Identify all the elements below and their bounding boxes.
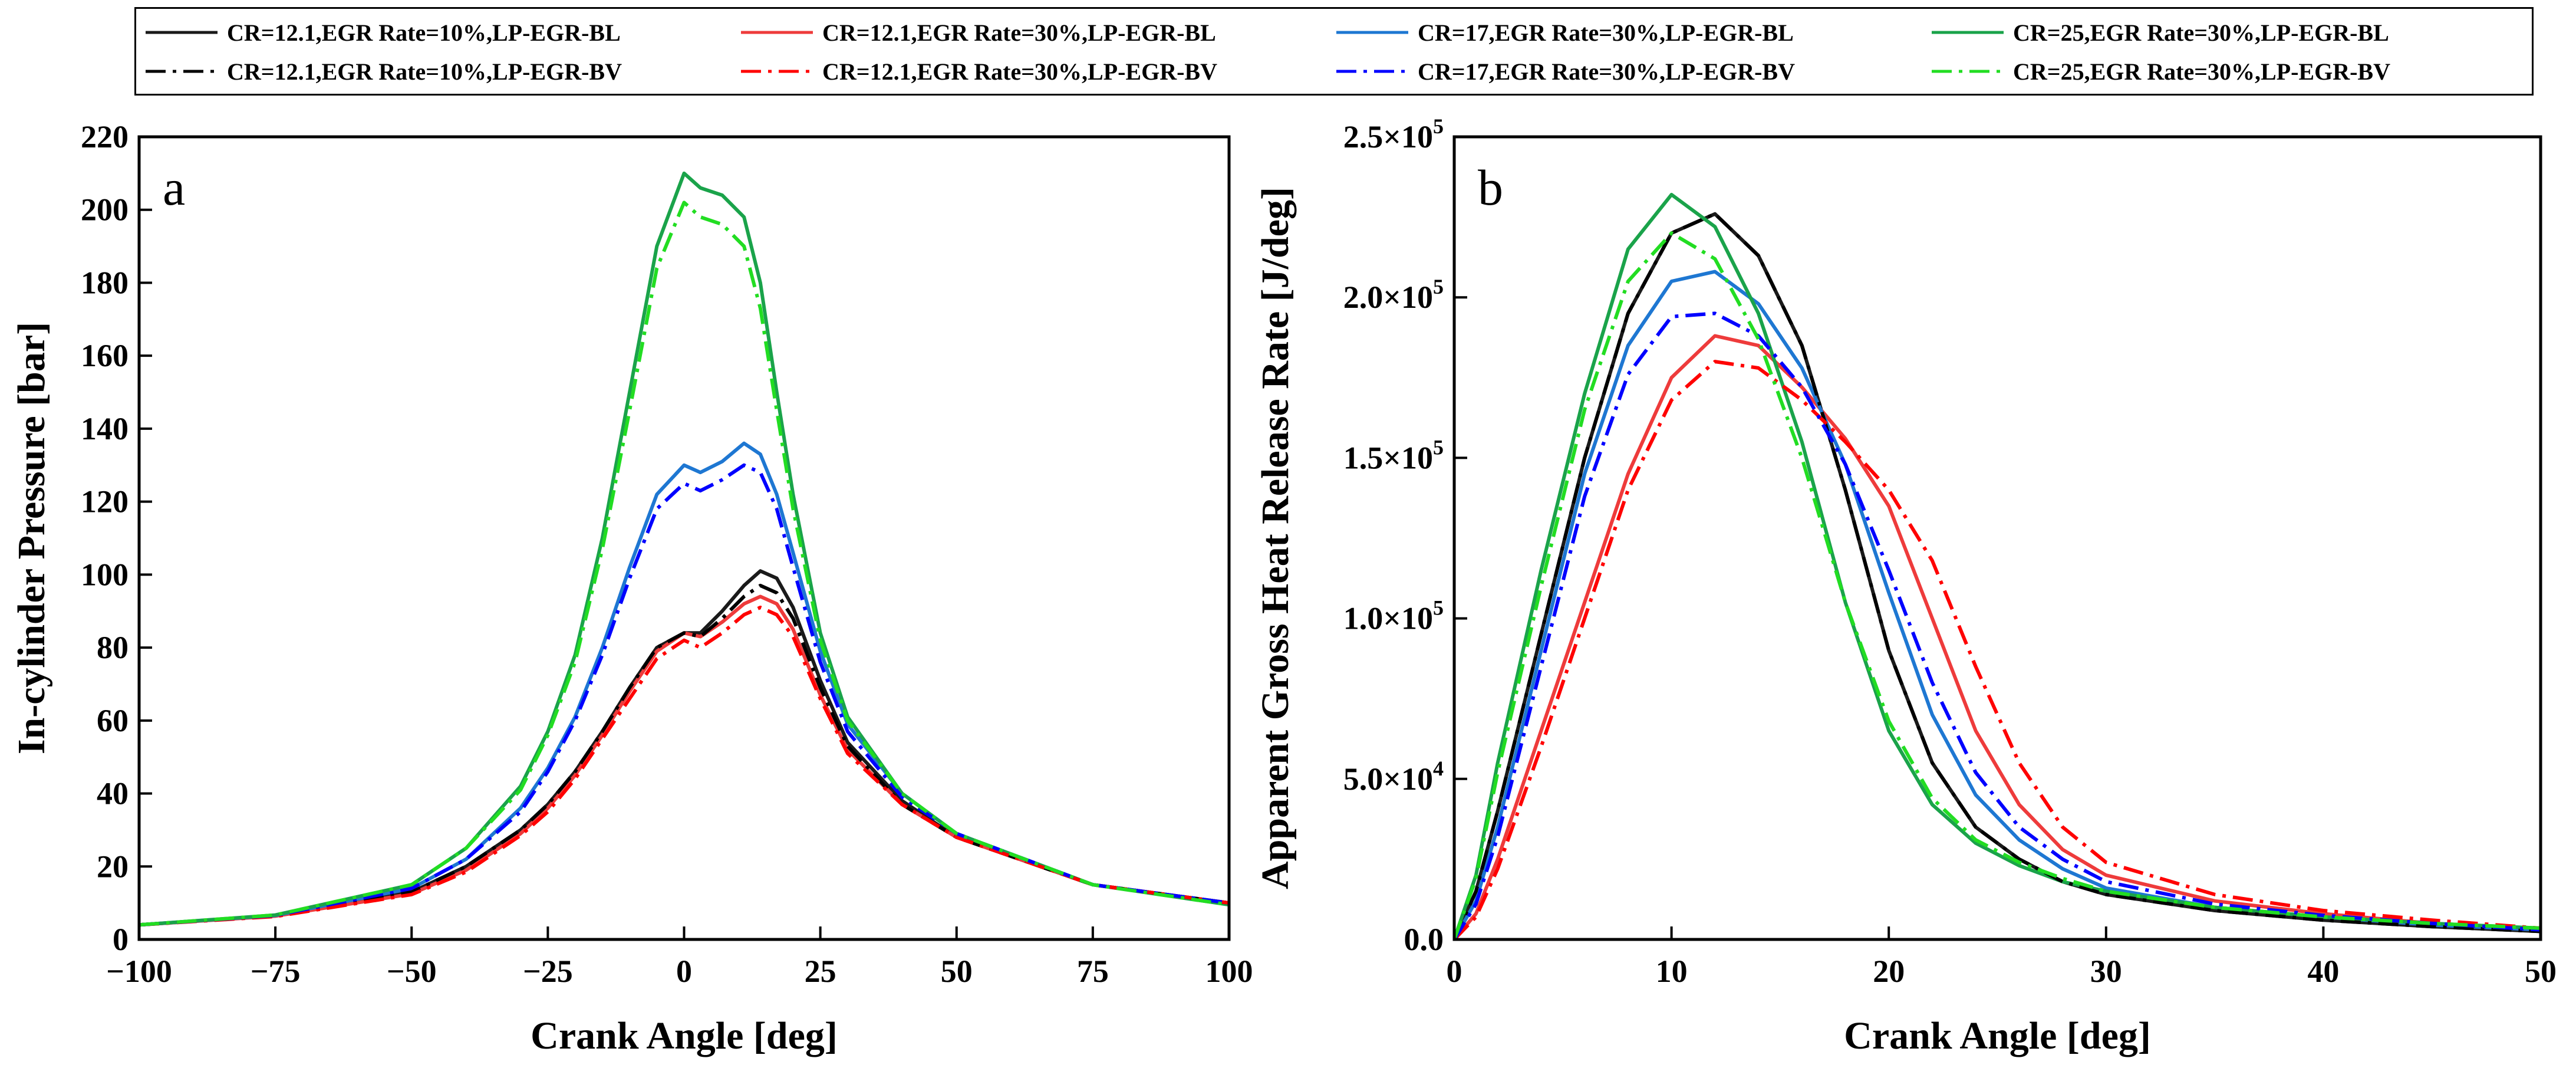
panel-label: b <box>1478 159 1503 216</box>
y-tick-label: 80 <box>97 630 129 665</box>
plot-frame <box>1452 135 2542 941</box>
series-line <box>1454 212 2541 939</box>
x-tick-label: −75 <box>251 954 301 989</box>
legend-entry: CR=12.1,EGR Rate=10%,LP-EGR-BV <box>143 54 622 89</box>
y-tick-label: 0.0 <box>1404 922 1444 957</box>
series-line <box>1454 360 2541 939</box>
legend-swatch <box>1336 31 1408 34</box>
y-tick-label: 120 <box>81 484 129 520</box>
legend-label: CR=12.1,EGR Rate=30%,LP-EGR-BL <box>822 19 1216 46</box>
x-tick-label: 50 <box>941 954 973 989</box>
y-tick-label: 220 <box>81 119 129 155</box>
y-tick-label: 2.0×105 <box>1343 275 1444 315</box>
x-tick-label: 20 <box>1873 954 1905 989</box>
legend-entry: CR=17,EGR Rate=30%,LP-EGR-BV <box>1334 54 1795 89</box>
series-line <box>139 463 1229 927</box>
legend-entry: CR=12.1,EGR Rate=10%,LP-EGR-BL <box>143 15 621 50</box>
x-tick-label: 30 <box>2090 954 2122 989</box>
series-line <box>139 583 1229 927</box>
legend-swatch <box>741 70 813 73</box>
y-tick-label: 140 <box>81 411 129 446</box>
legend-entry: CR=12.1,EGR Rate=30%,LP-EGR-BV <box>739 54 1217 89</box>
legend-swatch <box>1932 70 2004 73</box>
y-tick-label: 1.5×105 <box>1343 435 1444 475</box>
legend-entry: CR=25,EGR Rate=30%,LP-EGR-BL <box>1929 15 2389 50</box>
legend-label: CR=17,EGR Rate=30%,LP-EGR-BL <box>1418 19 1794 46</box>
x-tick-label: 100 <box>1205 954 1253 989</box>
series-line <box>1454 212 2541 939</box>
chart-a-pressure: −100 −75 −50 −25 0 25 50 75 100 0 20 40 60 80 100 120 14… <box>10 119 1253 1057</box>
y-tick-label: 0 <box>113 922 129 957</box>
series-line <box>139 569 1229 927</box>
legend-swatch <box>146 70 218 73</box>
legend-label: CR=12.1,EGR Rate=10%,LP-EGR-BV <box>227 58 622 85</box>
series-line <box>139 441 1229 927</box>
series-line <box>1454 311 2541 939</box>
legend-label: CR=25,EGR Rate=30%,LP-EGR-BV <box>2013 58 2390 85</box>
x-axis-label: Crank Angle [deg] <box>1844 1014 2151 1057</box>
y-tick-label: 100 <box>81 557 129 592</box>
y-tick-label: 5.0×104 <box>1343 757 1444 797</box>
legend-swatch <box>741 31 813 34</box>
x-tick-label: 0 <box>676 954 692 989</box>
series-line <box>1454 270 2541 939</box>
legend-entry: CR=25,EGR Rate=30%,LP-EGR-BV <box>1929 54 2390 89</box>
y-tick-label: 60 <box>97 703 129 738</box>
series-line <box>139 171 1229 927</box>
legend-label: CR=25,EGR Rate=30%,LP-EGR-BL <box>2013 19 2389 46</box>
y-tick-label: 20 <box>97 849 129 884</box>
x-tick-label: −25 <box>523 954 573 989</box>
y-tick-label: 40 <box>97 776 129 811</box>
legend-swatch <box>1932 31 2004 34</box>
series-line <box>139 606 1229 927</box>
x-tick-label: −50 <box>387 954 437 989</box>
legend-swatch <box>146 31 218 34</box>
legend-label: CR=12.1,EGR Rate=10%,LP-EGR-BL <box>227 19 621 46</box>
y-tick-label: 2.5×105 <box>1343 114 1444 155</box>
y-axis-label: In-cylinder Pressure [bar] <box>10 322 53 754</box>
x-tick-label: 75 <box>1077 954 1109 989</box>
x-tick-label: 50 <box>2525 954 2557 989</box>
x-tick-label: 0 <box>1447 954 1462 989</box>
series-line <box>1454 231 2541 939</box>
y-tick-label: 200 <box>81 192 129 228</box>
x-axis-label: Crank Angle [deg] <box>531 1014 838 1057</box>
x-tick-label: 10 <box>1656 954 1688 989</box>
legend-label: CR=17,EGR Rate=30%,LP-EGR-BV <box>1418 58 1795 85</box>
x-tick-label: 25 <box>805 954 836 989</box>
legend-entry: CR=17,EGR Rate=30%,LP-EGR-BL <box>1334 15 1794 50</box>
series-line <box>139 201 1229 927</box>
series-line <box>1454 193 2541 939</box>
x-tick-label: 40 <box>2307 954 2339 989</box>
panel-label: a <box>163 159 185 216</box>
legend-label: CR=12.1,EGR Rate=30%,LP-EGR-BV <box>822 58 1217 85</box>
legend: CR=12.1,EGR Rate=10%,LP-EGR-BL CR=12.1,EG… <box>134 7 2534 96</box>
y-tick-label: 160 <box>81 338 129 373</box>
plot-frame <box>137 135 1231 941</box>
y-tick-label: 180 <box>81 265 129 300</box>
series-line <box>1454 334 2541 939</box>
legend-entry: CR=12.1,EGR Rate=30%,LP-EGR-BL <box>739 15 1216 50</box>
y-tick-label: 1.0×105 <box>1343 596 1444 636</box>
legend-swatch <box>1336 70 1408 73</box>
x-tick-label: −100 <box>106 954 172 989</box>
